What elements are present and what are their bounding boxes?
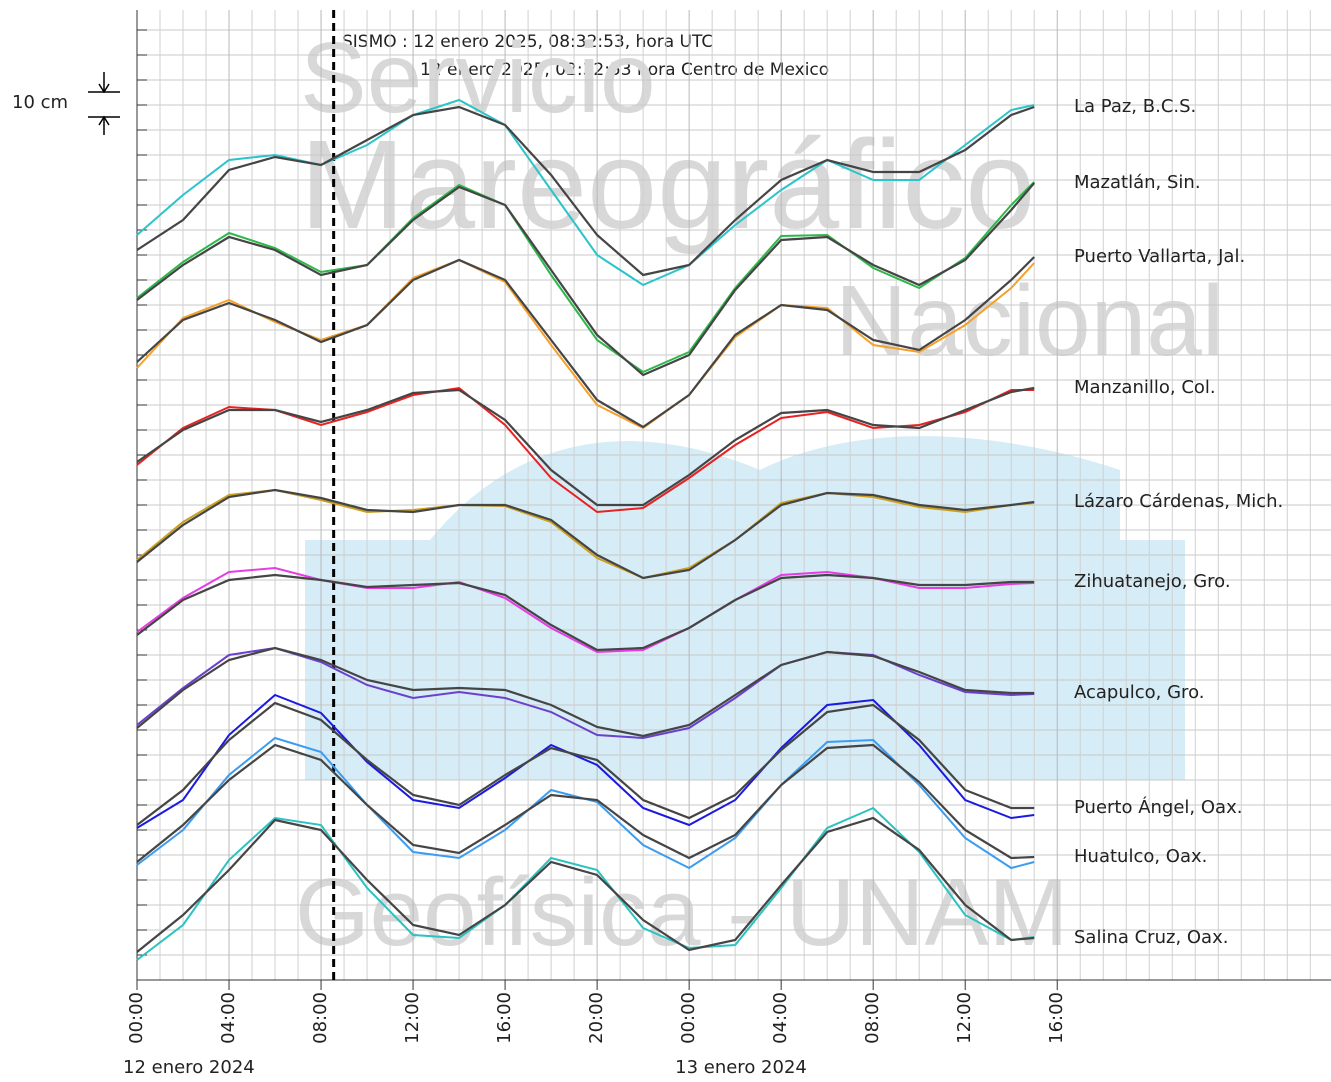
watermark: Nacional <box>835 265 1224 377</box>
x-tick-label: 16:00 <box>1046 992 1067 1044</box>
x-tick-label: 12:00 <box>954 992 975 1044</box>
x-tick-label: 04:00 <box>218 992 239 1044</box>
x-tick-label: 04:00 <box>770 992 791 1044</box>
x-tick-label: 08:00 <box>310 992 331 1044</box>
legend-label: Acapulco, Gro. <box>1074 682 1204 703</box>
legend-label: Huatulco, Oax. <box>1074 846 1207 867</box>
legend-label: Puerto Vallarta, Jal. <box>1074 246 1245 267</box>
legend-label: Manzanillo, Col. <box>1074 377 1216 398</box>
scale-bar <box>88 72 120 135</box>
legend-label: Lázaro Cárdenas, Mich. <box>1074 491 1283 512</box>
x-tick-label: 20:00 <box>586 992 607 1044</box>
chart: 10 cm SISMO : 12 enero 2025, 08:32:53, h… <box>0 0 1331 1082</box>
x-tick-label: 00:00 <box>126 992 147 1044</box>
legend-label: Zihuatanejo, Gro. <box>1074 571 1231 592</box>
date-label: 13 enero 2024 <box>675 1057 807 1078</box>
legend-label: La Paz, B.C.S. <box>1074 96 1196 117</box>
x-tick-label: 12:00 <box>402 992 423 1044</box>
x-tick-label: 00:00 <box>678 992 699 1044</box>
legend-label: Salina Cruz, Oax. <box>1074 927 1228 948</box>
date-label: 12 enero 2024 <box>123 1057 255 1078</box>
x-tick-label: 08:00 <box>862 992 883 1044</box>
legend-label: Puerto Ángel, Oax. <box>1074 796 1242 818</box>
x-tick-label: 16:00 <box>494 992 515 1044</box>
watermark: Geofísica - UNAM <box>295 859 1068 966</box>
scale-label: 10 cm <box>12 92 68 113</box>
legend-label: Mazatlán, Sin. <box>1074 172 1201 193</box>
logo <box>305 436 1185 780</box>
watermark: Mareográfico <box>300 114 1035 255</box>
